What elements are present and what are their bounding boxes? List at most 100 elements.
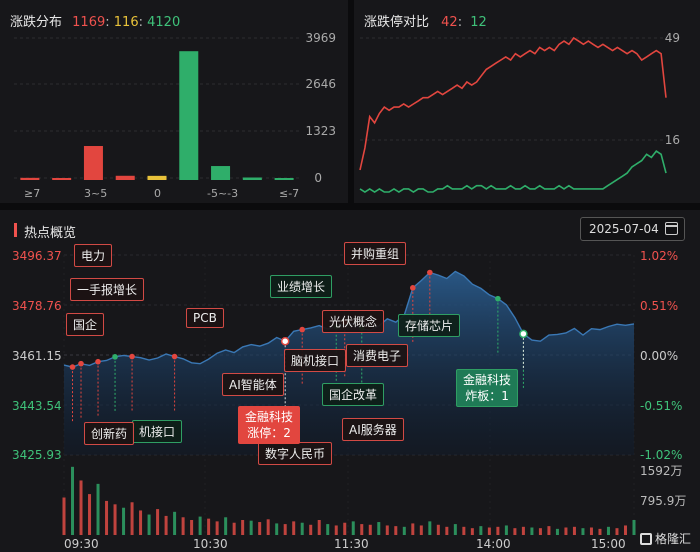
tag-cuncun[interactable]: 存储芯片: [398, 314, 461, 337]
vol-tick-1: 795.9万: [640, 494, 687, 508]
tag-jinrong-broken[interactable]: 金融科技 炸板：1: [456, 369, 519, 407]
hot-pin-dot-12: [495, 295, 501, 302]
dist-bar-5: [179, 51, 199, 180]
limit-ytick-1: 16: [664, 133, 680, 147]
volume-bar-9: [139, 510, 143, 535]
volume-bar-13: [173, 511, 177, 535]
hot-pin-dot-6: [299, 326, 306, 333]
tag-ai-smart[interactable]: AI智能体: [222, 373, 284, 396]
tag-guoqi-gaige[interactable]: 国企改革: [322, 383, 385, 406]
tag-chuangxin[interactable]: 创新药: [84, 422, 135, 445]
dist-bar-3: [115, 175, 135, 180]
hot-pin-dot-1: [78, 360, 84, 367]
tag-guangfu[interactable]: 光伏概念: [322, 310, 385, 333]
time-label-0: 09:30: [64, 537, 99, 551]
tag-naoji[interactable]: 脑机接口: [284, 349, 347, 372]
y-left-1: 3478.76: [12, 299, 62, 313]
dist-xlabel-0: ≥7: [24, 187, 41, 200]
tag-binggou[interactable]: 并购重组: [344, 242, 407, 265]
dist-bar-2: [83, 146, 103, 180]
jinrong-limitup-count: 涨停：2: [247, 426, 291, 440]
y-right-3: -0.51%: [640, 399, 683, 413]
dist-bar-6: [211, 166, 231, 180]
volume-bar-56: [538, 528, 542, 535]
volume-bar-65: [615, 528, 619, 535]
volume-bar-58: [555, 528, 559, 535]
up-count: 1169: [72, 15, 106, 30]
volume-bar-21: [241, 520, 245, 535]
tag-yeji[interactable]: 业绩增长: [270, 275, 333, 298]
volume-bar-41: [411, 523, 415, 535]
brand-logo-icon: [640, 533, 652, 545]
volume-bar-15: [190, 520, 194, 535]
volume-bar-57: [547, 526, 551, 535]
tag-guoqi[interactable]: 国企: [66, 313, 105, 336]
volume-bar-6: [113, 504, 117, 535]
tag-ai-server[interactable]: AI服务器: [342, 418, 404, 441]
dist-xlabel-1: 3~5: [84, 187, 108, 200]
time-label-3: 14:00: [476, 537, 511, 551]
jinrong-broken-count: 炸板：1: [465, 389, 509, 403]
time-label-4: 15:00: [591, 537, 626, 551]
tag-shuzi[interactable]: 数字人民币: [258, 442, 333, 465]
broken-marker: [519, 329, 528, 339]
volume-bar-59: [564, 527, 568, 535]
tag-dianli[interactable]: 电力: [74, 244, 113, 267]
volume-bar-46: [453, 524, 457, 535]
hot-title: 热点概览: [14, 222, 76, 241]
volume-bar-30: [317, 520, 321, 535]
volume-bar-49: [479, 526, 483, 535]
date-value: 2025-07-04: [589, 222, 659, 236]
volume-bar-52: [504, 525, 508, 535]
volume-bar-0: [62, 497, 66, 535]
y-right-1: 0.51%: [640, 299, 679, 313]
volume-bar-64: [606, 526, 610, 535]
vol-tick-0: 1592万: [640, 464, 683, 478]
volume-bar-51: [496, 526, 500, 535]
dist-xlabel-4: ≤-7: [279, 187, 300, 200]
tag-yishou[interactable]: 一手报增长: [70, 278, 145, 301]
volume-bar-24: [266, 519, 270, 535]
tag-jijk[interactable]: 机接口: [132, 420, 183, 443]
volume-bar-28: [300, 522, 304, 535]
limitup-marker: [280, 336, 290, 346]
volume-bar-7: [122, 507, 126, 535]
distribution-chart: [14, 37, 300, 180]
limit-series-0: [359, 36, 667, 171]
volume-bar-35: [360, 524, 364, 535]
dist-ytick-1: 2646: [305, 77, 336, 91]
calendar-icon[interactable]: [665, 222, 678, 235]
dist-xlabel-3: -5~-3: [207, 187, 239, 200]
volume-bar-4: [96, 483, 100, 535]
dist-bar-0: [20, 177, 40, 180]
hot-pin-dot-10: [410, 285, 416, 291]
volume-bar-50: [487, 527, 491, 535]
limit-title-row: 涨跌停对比 42: 12: [364, 15, 487, 30]
tag-jinrong-limitup[interactable]: 金融科技 涨停：2: [238, 406, 301, 444]
volume-bar-36: [368, 524, 372, 535]
volume-bar-38: [385, 525, 389, 535]
down-count: 4120: [147, 15, 181, 30]
y-left-2: 3461.15: [12, 349, 62, 363]
limit-down-count: 12: [470, 15, 487, 30]
volume-bar-2: [79, 480, 83, 535]
date-picker[interactable]: 2025-07-04: [580, 217, 685, 241]
volume-bar-42: [419, 525, 423, 535]
volume-bar-55: [530, 527, 534, 535]
jinrong-limitup-name: 金融科技: [245, 410, 294, 424]
tag-xiaofei[interactable]: 消费电子: [346, 344, 409, 367]
tag-pcb[interactable]: PCB: [186, 308, 224, 328]
limit-ytick-0: 49: [664, 31, 680, 45]
volume-bar-37: [377, 522, 381, 535]
hot-pin-dot-5: [171, 353, 178, 360]
limit-chart: [359, 36, 667, 193]
flat-count: 116: [113, 15, 139, 30]
volume-bar-27: [292, 521, 296, 535]
volume-bar-23: [258, 522, 262, 535]
volume-bar-43: [428, 521, 432, 535]
volume-bar-31: [326, 524, 330, 535]
dist-ytick-3: 0: [314, 171, 322, 185]
volume-bar-60: [572, 526, 576, 535]
dist-ytick-0: 3969: [305, 31, 336, 45]
